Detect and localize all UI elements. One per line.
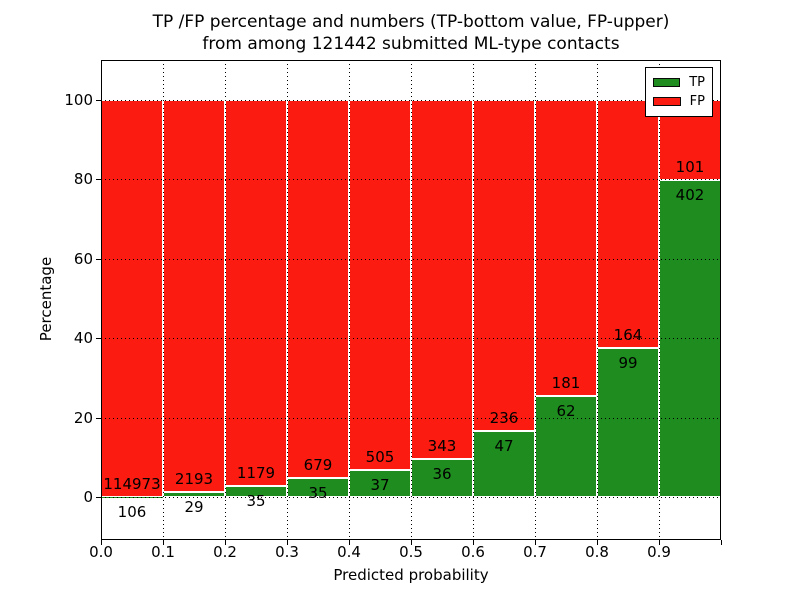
y-tick-mark [96,258,101,260]
fp-count-label: 164 [613,325,643,344]
tp-count-label: 402 [675,185,705,204]
x-tick-label: 0.4 [337,543,361,561]
x-axis-label: Predicted probability [333,566,489,584]
tp-count-label: 35 [308,483,328,502]
y-tick-mark [96,497,101,498]
x-gridline [225,60,226,540]
x-gridline [473,60,474,540]
tp-bar-segment [349,469,411,497]
y-tick-mark [96,338,101,340]
fp-count-label: 236 [489,409,519,428]
legend-swatch-icon [653,97,681,106]
x-tick-label: 0.9 [647,543,671,561]
legend-label: TP [689,75,705,90]
x-gridline [597,60,598,540]
y-tick-label: 100 [64,91,93,109]
x-tick-label: 0.2 [213,543,237,561]
tp-bar-segment [535,395,597,497]
fp-bar-segment [473,100,535,432]
x-gridline [287,60,288,540]
x-tick-mark [721,540,722,545]
x-tick-mark [535,540,536,545]
tp-count-label: 29 [184,497,204,516]
y-tick-label: 20 [73,408,93,427]
x-gridline [535,60,536,540]
fp-count-label: 181 [551,373,581,392]
x-tick-mark [597,540,598,545]
x-tick-label: 0.7 [523,543,547,561]
x-tick-label: 0.3 [275,543,299,561]
y-tick-mark [96,100,101,101]
x-tick-label: 0.8 [585,543,609,561]
x-tick-label: 0.6 [461,543,485,561]
y-tick-label: 0 [83,488,93,506]
x-tick-mark [473,540,474,545]
tp-bar-segment [473,431,535,497]
legend: TP FP [645,67,713,117]
x-gridline [163,60,164,540]
fp-bar-segment [535,100,597,396]
x-tick-label: 0.5 [399,543,423,561]
tp-count-label: 99 [618,353,638,372]
fp-count-label: 343 [427,437,457,456]
tp-count-label: 47 [494,437,514,456]
x-gridline [411,60,412,540]
x-tick-label: 0.0 [89,543,113,561]
y-tick-label: 60 [73,249,93,268]
x-tick-mark [287,540,288,545]
fp-count-label: 1179 [236,463,276,482]
legend-label: FP [689,94,705,109]
x-tick-mark [411,540,412,545]
chart-title-line2: from among 121442 submitted ML-type cont… [202,34,620,54]
fp-bar-segment [101,100,163,497]
x-gridline [349,60,350,540]
chart-title-line1: TP /FP percentage and numbers (TP-bottom… [152,12,670,32]
y-tick-mark [96,179,101,181]
chart-title: TP /FP percentage and numbers (TP-bottom… [101,11,721,55]
plot-area: 114973 106 2193 29 1179 35 679 35 505 37 343 36 236 4… [101,60,721,540]
legend-swatch-icon [653,78,681,87]
x-tick-mark [101,540,102,545]
fp-bar-segment [597,100,659,348]
tp-count-label: 37 [370,475,390,494]
x-tick-mark [659,540,660,545]
fp-count-label: 679 [303,455,333,474]
tp-count-label: 62 [556,401,576,420]
legend-item-tp: TP [653,73,705,92]
legend-item-fp: FP [653,92,705,111]
y-tick-label: 40 [73,329,93,348]
fp-bar-segment [225,100,287,486]
tp-count-label: 35 [246,491,266,510]
fp-count-label: 505 [365,447,395,466]
tp-count-label: 106 [117,502,147,521]
y-tick-mark [96,417,101,419]
fp-bar-segment [349,100,411,470]
x-tick-mark [163,540,164,545]
x-gridline [659,60,660,540]
tp-count-label: 36 [432,465,452,484]
fp-count-label: 114973 [103,474,161,493]
x-tick-label: 0.1 [151,543,175,561]
fp-bar-segment [287,100,349,478]
x-tick-mark [225,540,226,545]
fp-count-label: 101 [675,157,705,176]
fp-count-label: 2193 [174,469,214,488]
fp-bar-segment [163,100,225,492]
fp-bar-segment [411,100,473,460]
y-tick-label: 80 [73,170,93,189]
x-tick-mark [349,540,350,545]
